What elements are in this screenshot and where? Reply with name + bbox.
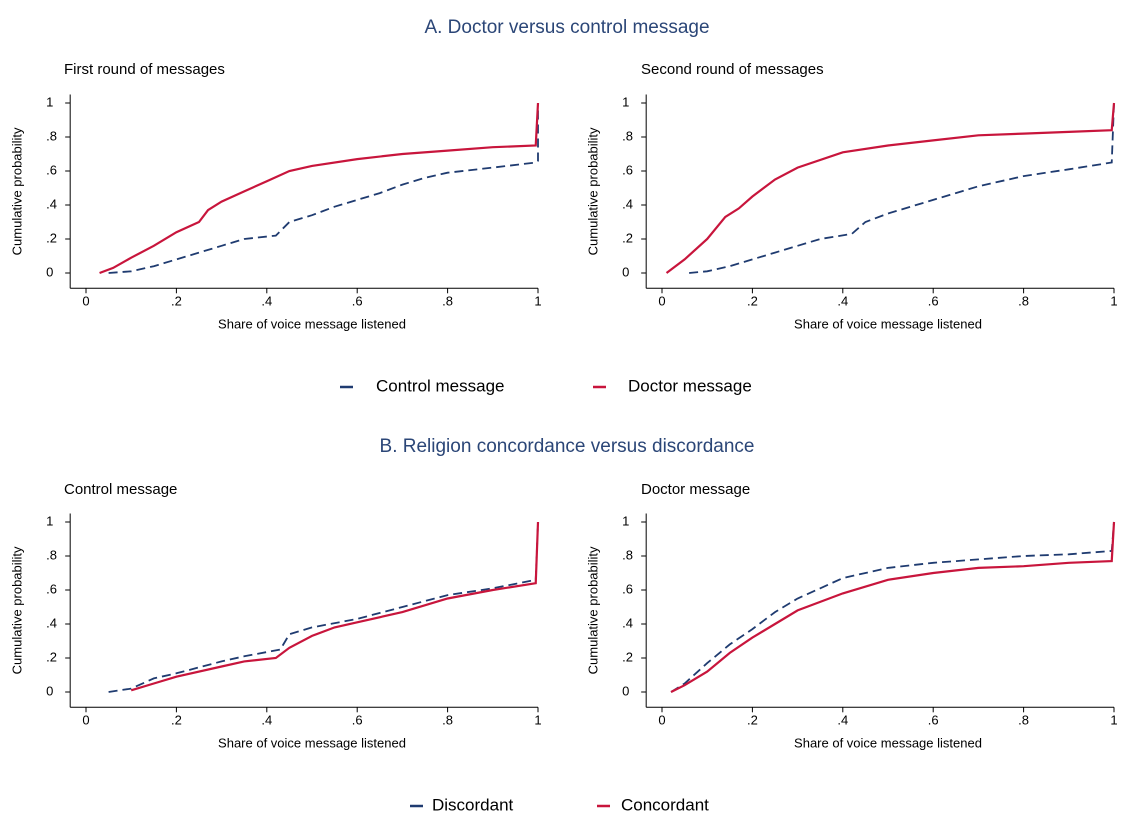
ecdf-line [670, 521, 1115, 693]
x-tick-label: .2 [747, 713, 758, 728]
y-tick-label: 1 [622, 513, 629, 528]
ecdf-line [130, 521, 540, 692]
legend-label: Doctor message [628, 376, 752, 395]
x-tick-label: .2 [171, 713, 182, 728]
x-axis-label: Share of voice message listened [218, 317, 406, 332]
x-tick-label: .8 [1018, 294, 1029, 309]
y-tick-label: 0 [622, 683, 629, 698]
x-tick-label: .2 [171, 294, 182, 309]
x-axis-label: Share of voice message listened [218, 736, 406, 751]
x-tick-label: .8 [442, 294, 453, 309]
ecdf-line [670, 521, 1116, 693]
y-tick-label: 0 [46, 683, 53, 698]
y-tick-label: .6 [622, 581, 633, 596]
x-tick-label: .4 [837, 294, 848, 309]
ecdf-line [665, 102, 1116, 274]
y-tick-label: .4 [622, 196, 633, 211]
x-tick-label: .4 [261, 713, 272, 728]
y-tick-label: .2 [46, 230, 57, 245]
y-tick-label: 1 [622, 94, 629, 109]
x-tick-label: .8 [1018, 713, 1029, 728]
legend-label: Concordant [621, 795, 709, 814]
ecdf-line [108, 521, 539, 693]
x-tick-label: 1 [534, 713, 541, 728]
ecdf-line [99, 102, 540, 275]
section-title: B. Religion concordance versus discordan… [380, 436, 755, 457]
y-axis-label: Cumulative probability [10, 546, 25, 674]
x-axis-label: Share of voice message listened [794, 317, 982, 332]
x-tick-label: .6 [352, 713, 363, 728]
y-tick-label: .6 [46, 162, 57, 177]
y-axis-label: Cumulative probability [586, 127, 601, 255]
y-tick-label: 0 [46, 264, 53, 279]
section-title: A. Doctor versus control message [424, 17, 709, 38]
y-tick-label: .2 [622, 649, 633, 664]
y-tick-label: .8 [46, 547, 57, 562]
x-tick-label: .4 [837, 713, 848, 728]
y-axis-label: Cumulative probability [586, 546, 601, 674]
y-tick-label: .2 [622, 230, 633, 245]
legend-label: Discordant [432, 795, 514, 814]
y-tick-label: 1 [46, 513, 53, 528]
x-tick-label: 0 [82, 713, 89, 728]
legend-label: Control message [376, 376, 505, 395]
y-tick-label: .2 [46, 649, 57, 664]
ecdf-line [689, 102, 1115, 274]
y-tick-label: .8 [46, 128, 57, 143]
y-tick-label: .4 [46, 196, 57, 211]
panel-title: Control message [64, 481, 177, 498]
y-axis-label: Cumulative probability [10, 127, 25, 255]
y-tick-label: .6 [46, 581, 57, 596]
y-tick-label: 1 [46, 94, 53, 109]
x-tick-label: .8 [442, 713, 453, 728]
ecdf-line [108, 103, 539, 274]
x-tick-label: 0 [658, 713, 665, 728]
x-tick-label: 1 [1110, 713, 1117, 728]
panel-title: First round of messages [64, 61, 225, 78]
panel-title: Doctor message [641, 481, 750, 498]
x-tick-label: 0 [658, 294, 665, 309]
x-tick-label: .6 [352, 294, 363, 309]
x-tick-label: 1 [1110, 294, 1117, 309]
x-tick-label: 0 [82, 294, 89, 309]
x-tick-label: .6 [928, 713, 939, 728]
x-tick-label: .6 [928, 294, 939, 309]
y-tick-label: .4 [46, 615, 57, 630]
y-tick-label: .8 [622, 128, 633, 143]
y-tick-label: 0 [622, 264, 629, 279]
y-tick-label: .4 [622, 615, 633, 630]
y-tick-label: .8 [622, 547, 633, 562]
x-tick-label: .4 [261, 294, 272, 309]
x-tick-label: .2 [747, 294, 758, 309]
y-tick-label: .6 [622, 162, 633, 177]
panel-title: Second round of messages [641, 61, 824, 78]
x-axis-label: Share of voice message listened [794, 736, 982, 751]
x-tick-label: 1 [534, 294, 541, 309]
